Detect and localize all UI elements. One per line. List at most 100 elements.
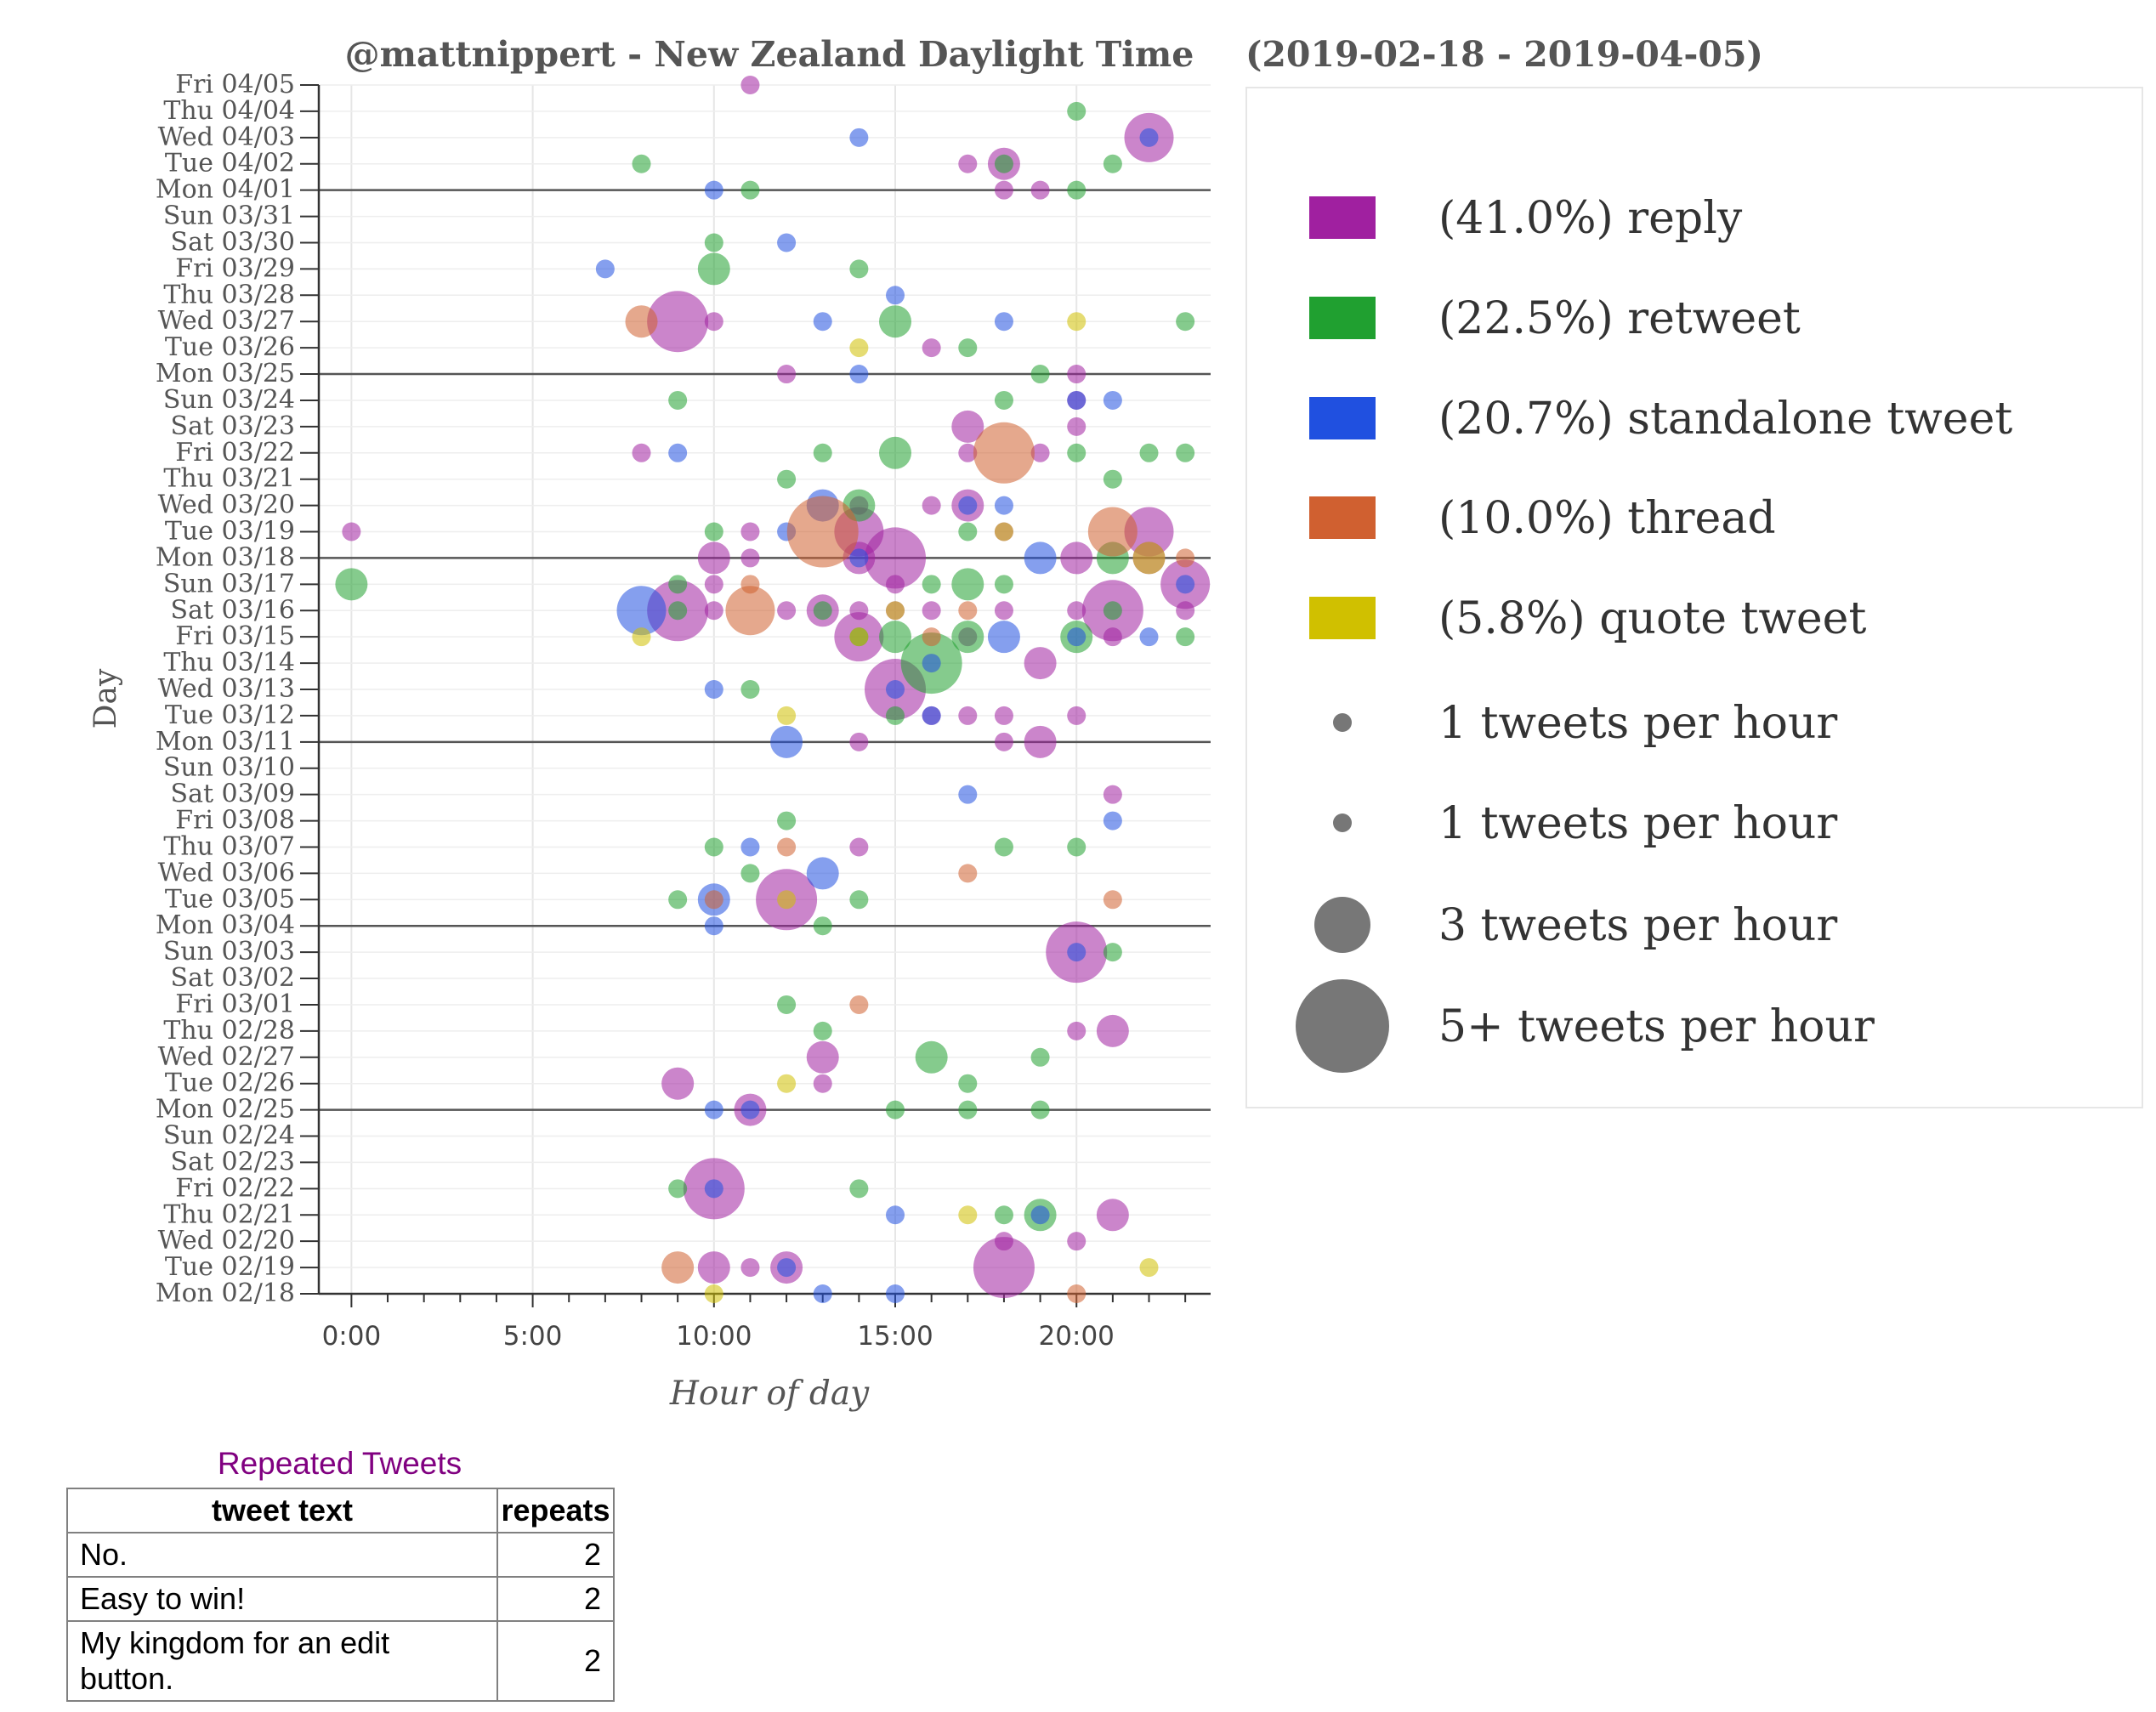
standalone-point: [704, 680, 723, 699]
quote-point: [777, 1074, 797, 1093]
reply-point: [1096, 1199, 1129, 1232]
y-tick-label: Sun 03/03: [163, 937, 295, 967]
reply-point: [865, 527, 927, 589]
retweet-point: [849, 1179, 869, 1199]
y-tick-label: Sat 03/02: [171, 963, 295, 993]
retweet-point: [958, 1074, 978, 1093]
standalone-point: [849, 365, 869, 384]
standalone-point: [777, 233, 797, 252]
legend-swatch: [1309, 597, 1376, 639]
column-header-repeats: repeats: [496, 1488, 615, 1533]
tweet-text-cell: My kingdom for an edit button.: [66, 1620, 498, 1702]
thread-point: [849, 995, 869, 1014]
reply-point: [647, 291, 709, 353]
thread-point: [973, 422, 1035, 484]
reply-point: [1124, 507, 1174, 557]
thread-point: [958, 864, 978, 883]
y-tick-label: Mon 03/25: [156, 359, 295, 388]
standalone-point: [994, 312, 1013, 332]
quote-point: [886, 601, 905, 621]
thread-point: [725, 586, 775, 636]
thread-point: [1103, 890, 1122, 910]
table-row: My kingdom for an edit button. 2: [66, 1620, 615, 1702]
standalone-point: [704, 1100, 723, 1120]
chart-title: @mattnippert - New Zealand Daylight Time: [345, 34, 1194, 75]
standalone-point: [987, 621, 1020, 654]
reply-point: [704, 575, 723, 594]
repeats-cell: 2: [496, 1532, 615, 1578]
retweet-point: [994, 390, 1013, 410]
x-tick-label: 0:00: [322, 1321, 382, 1352]
thread-point: [958, 601, 978, 621]
retweet-point: [777, 469, 797, 489]
standalone-point: [740, 1100, 760, 1120]
retweet-point: [813, 443, 832, 462]
reply-point: [973, 1237, 1035, 1299]
y-axis-title: Day: [88, 668, 123, 728]
standalone-point: [1067, 627, 1087, 647]
reply-point: [1030, 443, 1050, 462]
standalone-point: [1103, 811, 1122, 830]
standalone-point: [668, 443, 688, 462]
standalone-point: [849, 548, 869, 568]
retweet-point: [740, 864, 760, 883]
legend-label: 1 tweets per hour: [1438, 798, 1837, 849]
y-tick-label: Mon 03/11: [156, 727, 295, 757]
quote-point: [1132, 541, 1166, 575]
legend-swatch: [1309, 196, 1376, 239]
retweet-point: [668, 1179, 688, 1199]
retweet-point: [668, 890, 688, 910]
legend-size-marker: [1314, 897, 1370, 953]
legend-swatch: [1309, 297, 1376, 339]
legend-label: (10.0%) thread: [1438, 493, 1776, 544]
standalone-point: [704, 1179, 723, 1199]
retweet-point: [994, 837, 1013, 857]
retweet-point: [1067, 180, 1087, 200]
reply-point: [1067, 365, 1087, 384]
reply-point: [1103, 785, 1122, 804]
column-header-tweet-text: tweet text: [66, 1488, 498, 1533]
retweet-point: [1139, 443, 1159, 462]
retweet-point: [1176, 443, 1195, 462]
y-tick-label: Tue 02/26: [165, 1069, 295, 1098]
retweet-point: [1103, 154, 1122, 173]
y-tick-label: Thu 03/14: [163, 648, 295, 677]
reply-point: [740, 76, 760, 94]
reply-point: [849, 837, 869, 857]
retweet-point: [704, 837, 723, 857]
y-tick-label: Fri 03/15: [175, 621, 295, 651]
retweet-point: [668, 390, 688, 410]
legend-size-marker: [1333, 713, 1352, 732]
retweet-point: [994, 575, 1013, 594]
reply-point: [958, 706, 978, 725]
reply-point: [740, 522, 760, 541]
table-row: Easy to win! 2: [66, 1576, 615, 1622]
y-tick-label: Wed 02/20: [158, 1226, 295, 1256]
retweet-point: [1030, 1100, 1050, 1120]
retweet-point: [1067, 837, 1087, 857]
retweet-point: [1103, 469, 1122, 489]
tweet-text-cell: Easy to win!: [66, 1576, 498, 1622]
y-tick-label: Wed 03/27: [158, 306, 295, 336]
tweet-text-cell: No.: [66, 1532, 498, 1578]
retweet-point: [813, 916, 832, 936]
standalone-point: [777, 1258, 797, 1278]
y-tick-label: Sun 03/24: [163, 385, 295, 415]
legend-label: (41.0%) reply: [1438, 193, 1743, 244]
retweet-point: [849, 890, 869, 910]
reply-point: [697, 541, 730, 575]
quote-point: [994, 522, 1013, 541]
retweet-point: [1067, 101, 1087, 121]
retweet-point: [813, 601, 832, 621]
retweet-point: [922, 575, 941, 594]
retweet-point: [915, 1040, 948, 1074]
standalone-point: [740, 837, 760, 857]
legend-label: 3 tweets per hour: [1438, 900, 1837, 951]
chart-subtitle: (2019-02-18 - 2019-04-05): [1245, 34, 1763, 75]
y-tick-label: Mon 04/01: [156, 175, 295, 205]
reply-point: [1067, 601, 1087, 621]
retweet-point: [777, 995, 797, 1014]
reply-point: [994, 601, 1013, 621]
retweet-point: [777, 811, 797, 830]
y-tick-label: Thu 03/21: [163, 464, 295, 494]
